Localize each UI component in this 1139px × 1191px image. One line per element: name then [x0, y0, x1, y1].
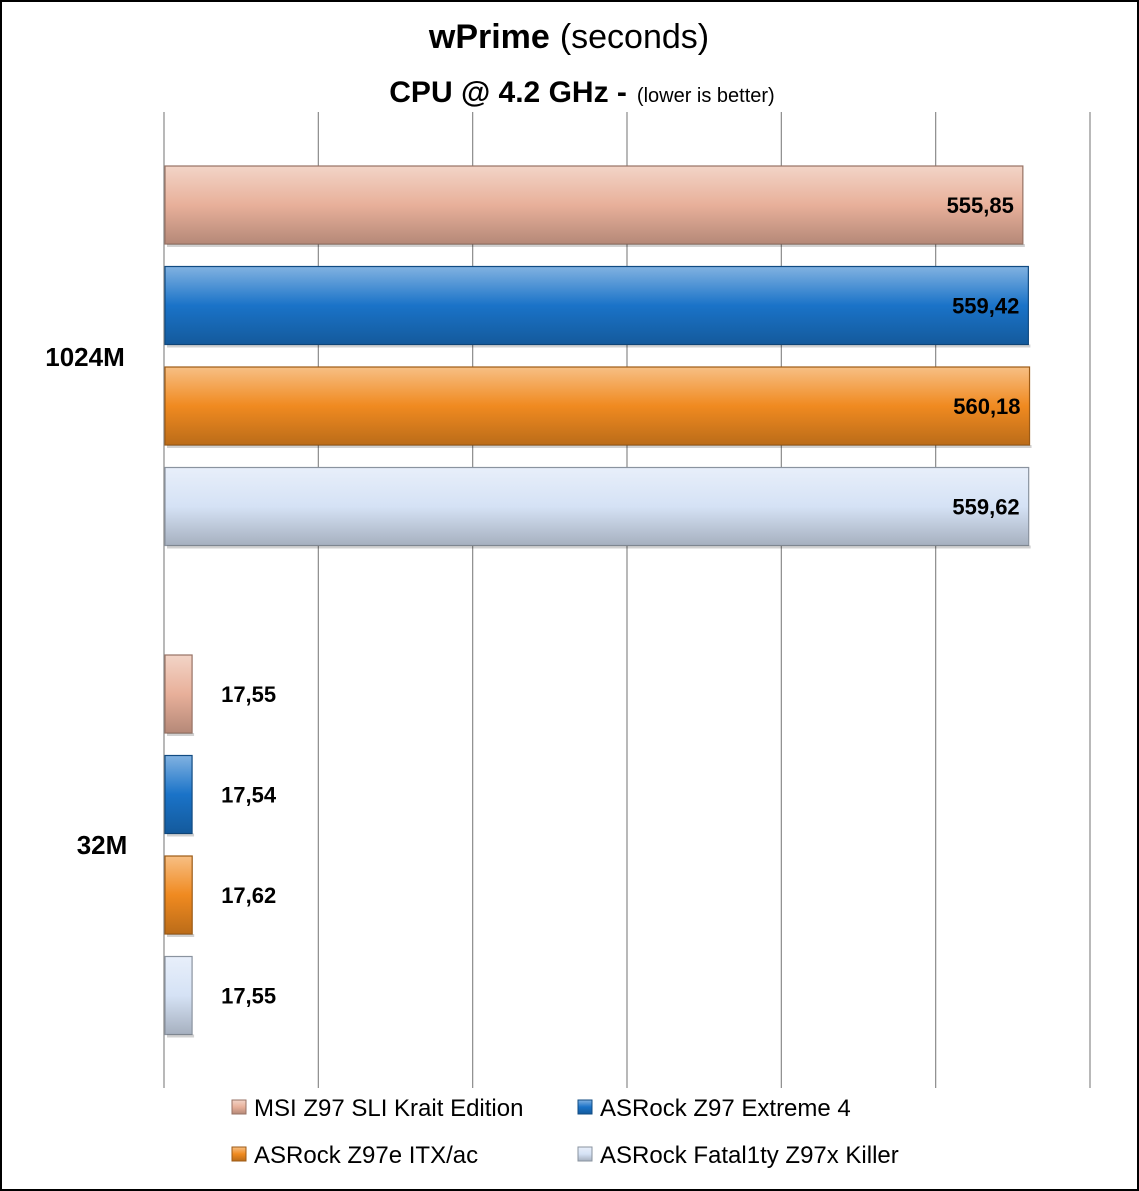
bars: 555,85 559,42 560,18 559,62 17,55 17,54 17,62 1… [164, 165, 1032, 1038]
data-label-32m-series-1: 17,55 [221, 682, 276, 707]
data-label-1024m-series-4: 559,62 [952, 495, 1019, 520]
category-labels: 1024M 32M [45, 342, 127, 860]
legend-swatch-series-3 [231, 1146, 247, 1162]
category-label-32m: 32M [77, 830, 128, 860]
chart-title: wPrime (seconds) [428, 18, 709, 56]
data-label-32m-series-3: 17,62 [221, 883, 276, 908]
bar-1024m-series-4 [164, 466, 1030, 547]
legend-label-series-4: ASRock Fatal1ty Z97x Killer [600, 1142, 899, 1169]
data-label-1024m-series-3: 560,18 [953, 394, 1020, 419]
legend: MSI Z97 SLI Krait Edition ASRock Z97 Extr… [231, 1095, 899, 1169]
bar-shadow [167, 733, 195, 736]
bar-shadow [167, 244, 1025, 247]
bar-32m-series-4 [164, 955, 193, 1036]
legend-label-series-2: ASRock Z97 Extreme 4 [600, 1095, 851, 1122]
bar-shadow [167, 833, 195, 837]
legend-swatch-series-4 [577, 1146, 593, 1162]
data-label-32m-series-4: 17,55 [221, 984, 276, 1009]
data-label-32m-series-2: 17,54 [221, 783, 277, 808]
chart-title-main: wPrime [428, 18, 550, 56]
chart-subtitle-note: (lower is better) [637, 85, 775, 107]
bar-shadow [167, 934, 195, 937]
chart-title-unit: (seconds) [560, 18, 709, 56]
bar-32m-series-3 [164, 855, 193, 935]
legend-label-series-1: MSI Z97 SLI Krait Edition [254, 1095, 523, 1122]
bar-32m-series-2 [164, 754, 193, 835]
data-label-1024m-series-1: 555,85 [947, 193, 1014, 218]
bar-1024m-series-1 [164, 165, 1024, 245]
category-label-1024m: 1024M [45, 342, 125, 372]
bar-1024m-series-3 [164, 366, 1031, 446]
chart-subtitle-main: CPU @ 4.2 GHz - [389, 76, 627, 109]
gridlines [163, 112, 1091, 1088]
data-label-1024m-series-2: 559,42 [952, 294, 1019, 319]
legend-label-series-3: ASRock Z97e ITX/ac [254, 1142, 478, 1169]
bar-shadow [167, 344, 1031, 348]
chart-subtitle: CPU @ 4.2 GHz - (lower is better) [389, 76, 774, 109]
legend-swatch-series-1 [231, 1099, 247, 1115]
bar-shadow [167, 445, 1032, 448]
bar-shadow [167, 545, 1031, 549]
legend-swatch-series-2 [577, 1099, 593, 1115]
bar-1024m-series-2 [164, 265, 1029, 346]
bar-shadow [167, 1034, 195, 1038]
bar-32m-series-1 [164, 654, 193, 734]
